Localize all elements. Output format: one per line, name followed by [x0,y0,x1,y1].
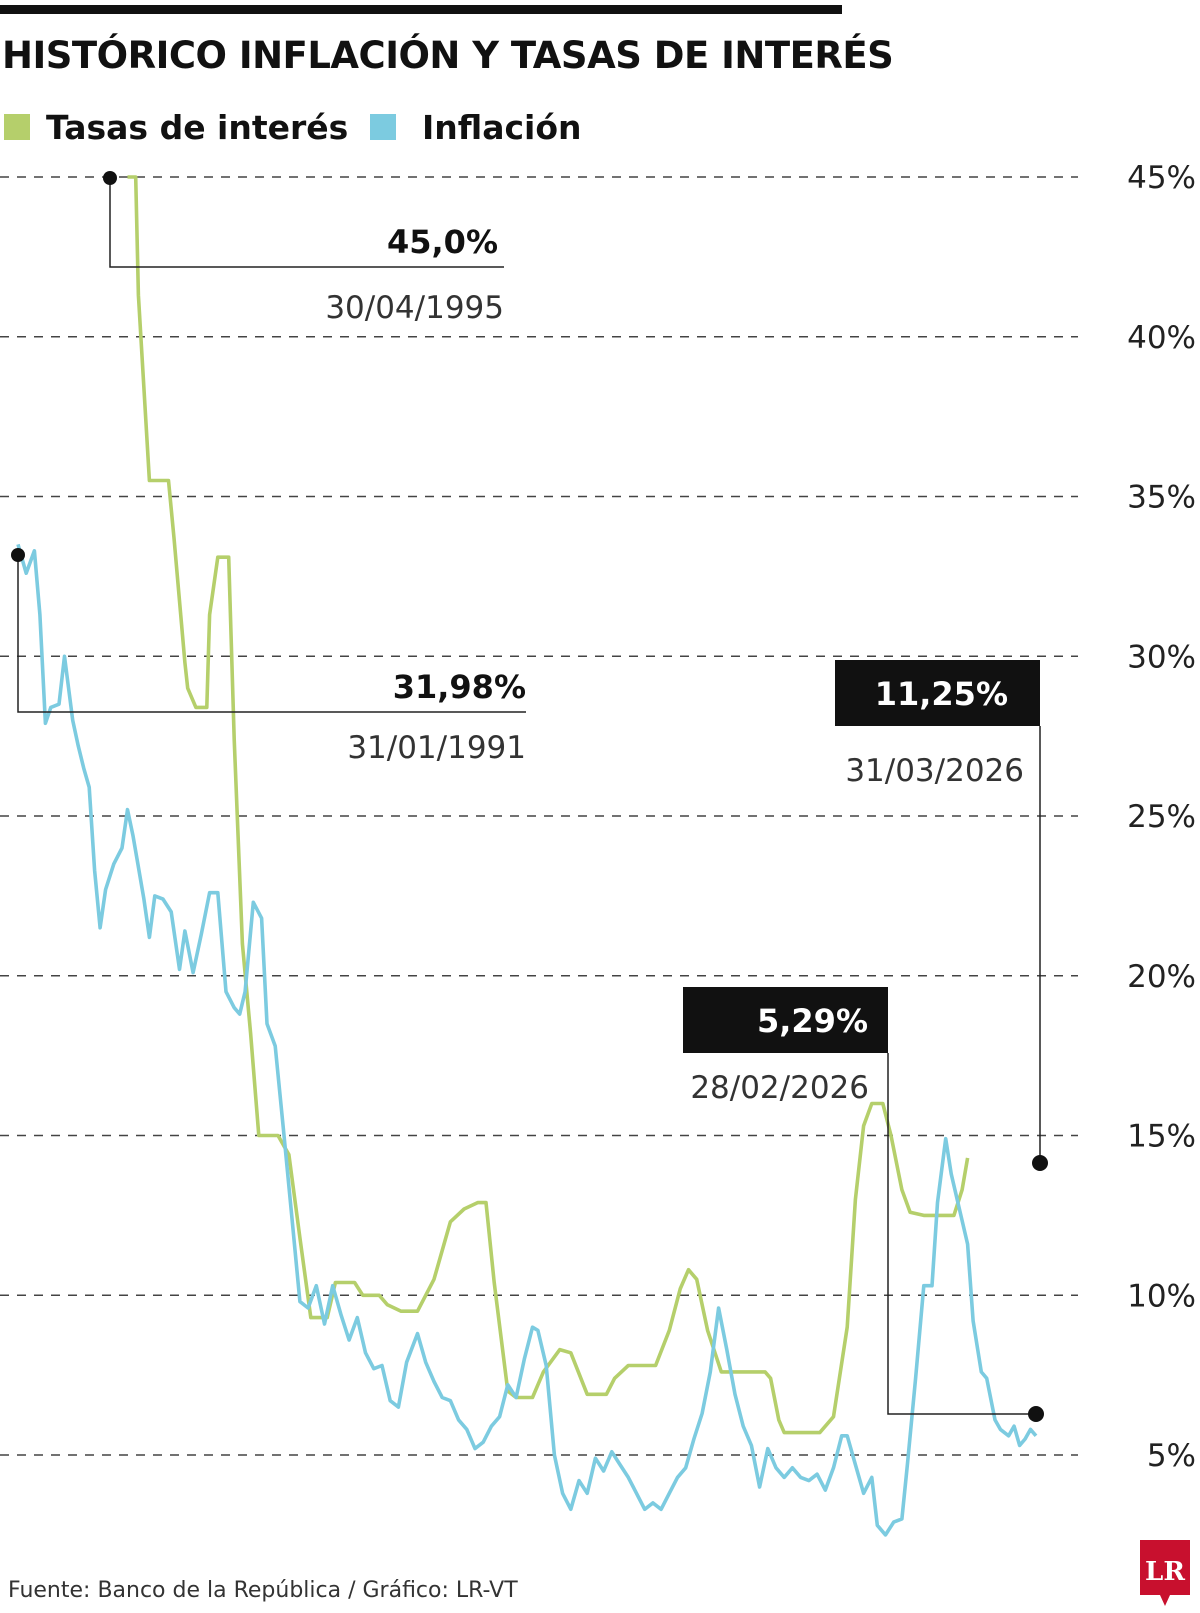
inflation-start-value: 31,98% [393,668,526,706]
y-tick-label: 5% [1147,1438,1196,1474]
inflation-latest-leader [887,1053,1036,1415]
y-tick-label: 15% [1127,1119,1196,1155]
annotation-rate-peak: 45,0% 30/04/1995 [103,171,504,326]
legend-swatch-rates [4,114,30,140]
y-tick-label: 10% [1127,1278,1196,1314]
inflation-start-date: 31/01/1991 [347,730,526,766]
series-lines [16,175,1038,1537]
rate-latest-box [835,660,1040,726]
inflation-latest-marker [1028,1406,1044,1422]
inflation-latest-box [683,987,888,1053]
y-axis-ticks: 45% 40% 35% 30% 25% 20% 15% 10% 5% [1127,160,1196,1474]
y-tick-label: 30% [1127,639,1196,675]
inflation-latest-value: 5,29% [757,1002,868,1040]
annotation-rate-latest: 11,25% 31/03/2026 [835,660,1048,1171]
y-tick-label: 25% [1127,799,1196,835]
series-line-rates [127,175,970,1435]
lr-logo: LR [1140,1540,1190,1606]
rate-peak-leader [109,178,504,268]
annotation-inflation-latest: 5,29% 28/02/2026 [683,987,1044,1422]
y-tick-label: 40% [1127,320,1196,356]
lr-logo-badge [1140,1540,1190,1606]
inflation-start-leader [17,555,526,713]
series-line-inflation [16,543,1038,1537]
rate-latest-marker [1032,1155,1048,1171]
legend: Tasas de interés Inflación [4,108,582,147]
inflation-latest-date: 28/02/2026 [690,1070,869,1106]
rate-peak-date: 30/04/1995 [325,290,504,326]
y-tick-label: 45% [1127,160,1196,196]
legend-swatch-inflation [370,114,396,140]
legend-label-rates: Tasas de interés [46,108,348,147]
lr-logo-text: LR [1145,1557,1185,1587]
rate-peak-marker [103,171,117,185]
rate-latest-date: 31/03/2026 [845,753,1024,789]
rate-peak-value: 45,0% [387,223,498,261]
header-rule [0,5,842,14]
inflation-start-marker [11,548,25,562]
y-tick-label: 20% [1127,959,1196,995]
gridlines [0,176,1078,1456]
legend-label-inflation: Inflación [422,108,582,147]
chart-title: HISTÓRICO INFLACIÓN Y TASAS DE INTERÉS [2,33,893,77]
rate-latest-value: 11,25% [875,675,1008,713]
source-note: Fuente: Banco de la República / Gráfico:… [8,1578,518,1603]
annotation-inflation-start: 31,98% 31/01/1991 [11,548,526,766]
y-tick-label: 35% [1127,480,1196,516]
